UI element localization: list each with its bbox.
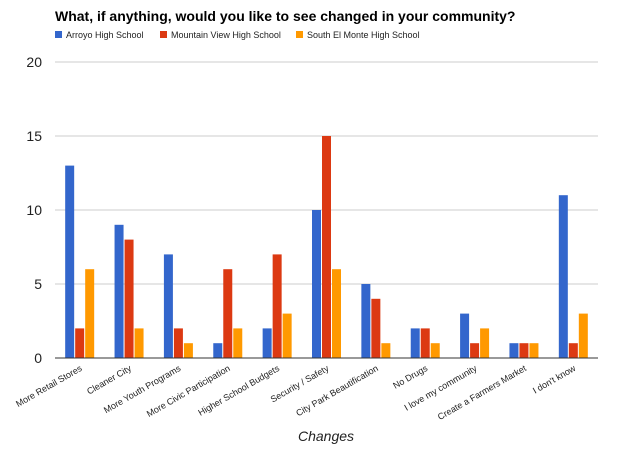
bar-2-0 xyxy=(85,269,95,358)
bar-0-6 xyxy=(361,284,371,358)
bar-1-7 xyxy=(420,328,430,358)
bar-2-4 xyxy=(282,313,292,358)
x-tick-label-9: Create a Farmers Market xyxy=(436,363,528,422)
legend: Arroyo High School Mountain View High Sch… xyxy=(55,30,420,40)
legend-label-1: Mountain View High School xyxy=(171,30,281,40)
bar-1-2 xyxy=(173,328,183,358)
bar-2-5 xyxy=(332,269,341,358)
x-tick-label-7: No Drugs xyxy=(391,363,429,391)
bar-0-9 xyxy=(509,343,519,358)
chart-title: What, if anything, would you like to see… xyxy=(55,8,515,24)
bar-2-6 xyxy=(381,343,391,358)
y-tick-label-3: 15 xyxy=(26,128,42,144)
bar-0-3 xyxy=(213,343,223,358)
y-tick-label-1: 5 xyxy=(34,276,42,292)
bar-2-1 xyxy=(134,328,144,358)
bar-1-6 xyxy=(371,298,381,358)
x-tick-label-0: More Retail Stores xyxy=(14,363,84,409)
bar-2-8 xyxy=(480,328,490,358)
bars xyxy=(65,136,588,358)
y-tick-label-4: 20 xyxy=(26,54,42,70)
bar-2-2 xyxy=(183,343,193,358)
x-tick-label-6: City Park Beautification xyxy=(294,363,380,418)
x-tick-label-4: Higher School Budgets xyxy=(196,363,281,418)
x-tick-label-10: I don't know xyxy=(531,363,578,396)
bar-0-1 xyxy=(114,224,124,358)
bar-1-4 xyxy=(272,254,282,358)
legend-swatch-2 xyxy=(296,31,303,38)
bar-2-7 xyxy=(430,343,440,358)
bar-1-8 xyxy=(470,343,480,358)
bar-1-0 xyxy=(75,328,85,358)
bar-1-3 xyxy=(223,269,233,358)
bar-0-0 xyxy=(65,165,75,358)
y-tick-label-0: 0 xyxy=(34,350,42,366)
legend-label-0: Arroyo High School xyxy=(66,30,144,40)
legend-swatch-0 xyxy=(55,31,62,38)
bar-1-5 xyxy=(322,136,331,358)
legend-swatch-1 xyxy=(160,31,167,38)
bar-0-4 xyxy=(262,328,272,358)
bar-0-5 xyxy=(312,210,321,358)
y-axis-ticks: 0 5 10 15 20 xyxy=(26,54,42,366)
bar-1-9 xyxy=(519,343,529,358)
bar-2-3 xyxy=(233,328,243,358)
bar-2-10 xyxy=(578,313,588,358)
y-tick-label-2: 10 xyxy=(26,202,42,218)
bar-0-7 xyxy=(410,328,420,358)
legend-label-2: South El Monte High School xyxy=(307,30,420,40)
bar-2-9 xyxy=(529,343,539,358)
x-tick-label-1: Cleaner City xyxy=(85,363,133,397)
x-axis-title: Changes xyxy=(298,428,354,444)
bar-1-1 xyxy=(124,239,134,358)
bar-1-10 xyxy=(568,343,578,358)
bar-0-2 xyxy=(163,254,173,358)
bar-0-10 xyxy=(558,195,568,358)
x-tick-label-3: More Civic Participation xyxy=(145,363,232,419)
bar-0-8 xyxy=(460,313,470,358)
